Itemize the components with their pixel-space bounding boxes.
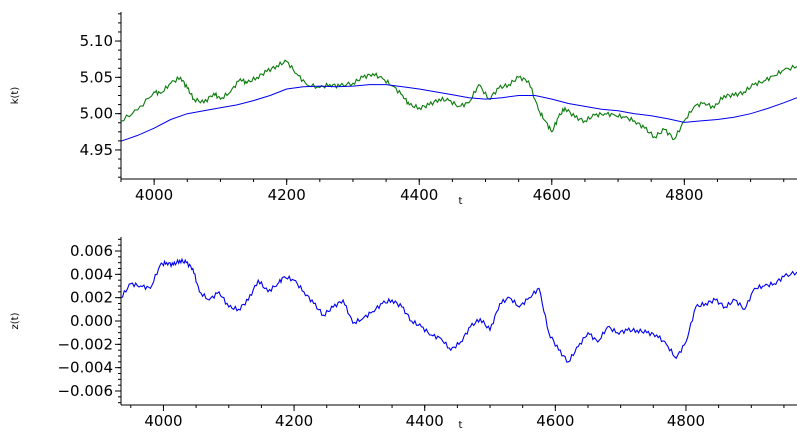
x-axis-label: t: [459, 196, 463, 207]
x-tick-label: 4200: [268, 186, 306, 204]
y-tick-label: 0.000: [70, 312, 113, 330]
x-tick-label: 4800: [665, 186, 703, 204]
series-line-1: [121, 84, 797, 142]
series-line-0: [121, 59, 797, 141]
y-tick-label: −0.006: [57, 382, 113, 400]
x-tick-label: 4800: [667, 412, 705, 430]
x-tick-label: 4600: [533, 186, 571, 204]
y-tick-label: 5.10: [80, 32, 113, 50]
x-tick-label: 4400: [406, 412, 444, 430]
x-tick-label: 4400: [400, 186, 438, 204]
y-tick-label: 0.002: [70, 289, 113, 307]
x-tick-label: 4200: [275, 412, 313, 430]
y-tick-label: 4.95: [80, 141, 113, 159]
y-tick-label: 0.004: [70, 265, 113, 283]
y-tick-label: −0.004: [57, 359, 113, 377]
y-tick-label: 5.05: [80, 68, 113, 86]
y-axis-label: k(t): [10, 87, 21, 105]
y-tick-label: 5.00: [80, 105, 113, 123]
x-tick-label: 4000: [144, 412, 182, 430]
x-axis-label: t: [459, 420, 463, 431]
z-chart: −0.006 −0.004 −0.002 0.000 0.002 0.004 0.006 40…: [10, 237, 797, 431]
k-chart: 4.95 5.00 5.05 5.10 4000 4200 4400 4600 4800 k(t)…: [10, 12, 797, 207]
y-tick-label: −0.002: [57, 335, 113, 353]
y-axis-label: z(t): [10, 312, 21, 329]
x-tick-label: 4000: [135, 186, 173, 204]
x-tick-label: 4600: [536, 412, 574, 430]
y-tick-label: 0.006: [70, 242, 113, 260]
series-line-0: [121, 257, 797, 363]
